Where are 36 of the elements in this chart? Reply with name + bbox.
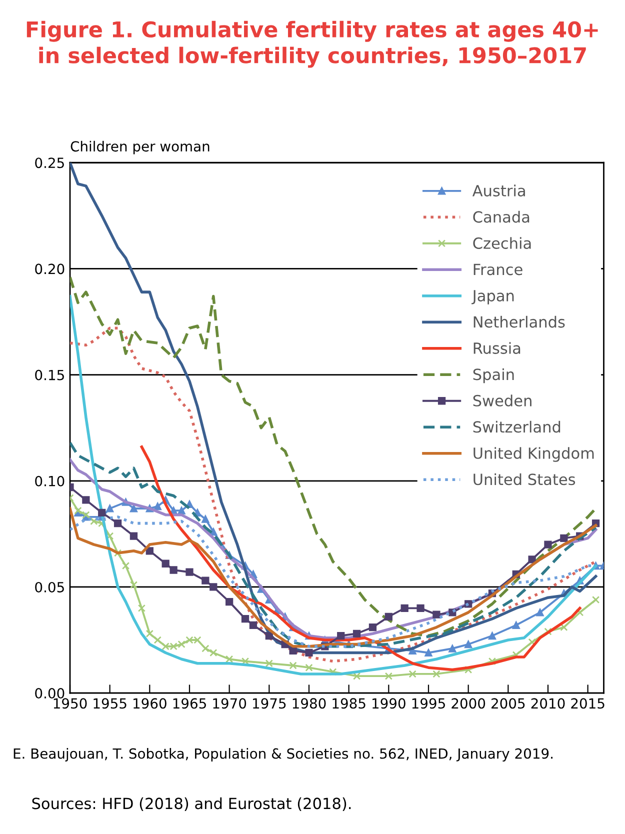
- x-tick-label: 2000: [452, 698, 486, 709]
- x-tick-label: 1955: [94, 698, 126, 709]
- x-tick-label: 1990: [372, 698, 406, 709]
- legend-label: Canada: [473, 210, 530, 223]
- x-tick-label: 1950: [54, 698, 87, 709]
- y-tick-label: 0.05: [35, 582, 64, 592]
- y-tick-label: 0.25: [35, 158, 64, 168]
- legend-label: Austria: [472, 184, 525, 196]
- x-tick-label: 1960: [134, 698, 166, 709]
- source-note: Sources: HFD (2018) and Eurostat (2018).: [32, 797, 351, 812]
- x-tick-label: 1970: [213, 698, 246, 709]
- legend-label: Russia: [474, 342, 520, 354]
- x-tick-label: 1985: [332, 698, 366, 709]
- x-tick-label: 1975: [253, 698, 286, 709]
- legend-label: Czechia: [473, 237, 531, 249]
- y-axis-title: Children per woman: [70, 140, 210, 154]
- legend-label: Sweden: [473, 394, 532, 406]
- legend-label: Spain: [473, 368, 514, 384]
- y-tick-label: 0.10: [35, 476, 64, 486]
- x-tick-label: 1965: [173, 698, 206, 709]
- x-tick-label: 1995: [412, 698, 445, 709]
- chart-title: Figure 1. Cumulative fertility rates at ages 40+ in selected low-fertility countries, 1950–2017: [26, 20, 598, 68]
- legend-label: Japan: [472, 290, 514, 304]
- x-tick-label: 2015: [571, 698, 604, 709]
- legend-label: France: [474, 264, 522, 276]
- y-tick-label: 0.15: [35, 370, 64, 380]
- x-tick-label: 2010: [531, 698, 565, 709]
- legend-label: Switzerland: [473, 420, 560, 433]
- x-tick-label: 1980: [292, 698, 326, 709]
- legend-label: United States: [474, 473, 576, 486]
- y-tick-label: 0.00: [35, 688, 64, 699]
- y-tick-label: 0.20: [35, 264, 64, 274]
- legend-label: Netherlands: [474, 316, 565, 328]
- legend-label: United Kingdom: [474, 447, 594, 462]
- x-tick-label: 2005: [491, 698, 525, 709]
- text: E. Beaujouan, T. Sobotka, Population & Societies no. 562, INED, January 2019.: [14, 748, 552, 762]
